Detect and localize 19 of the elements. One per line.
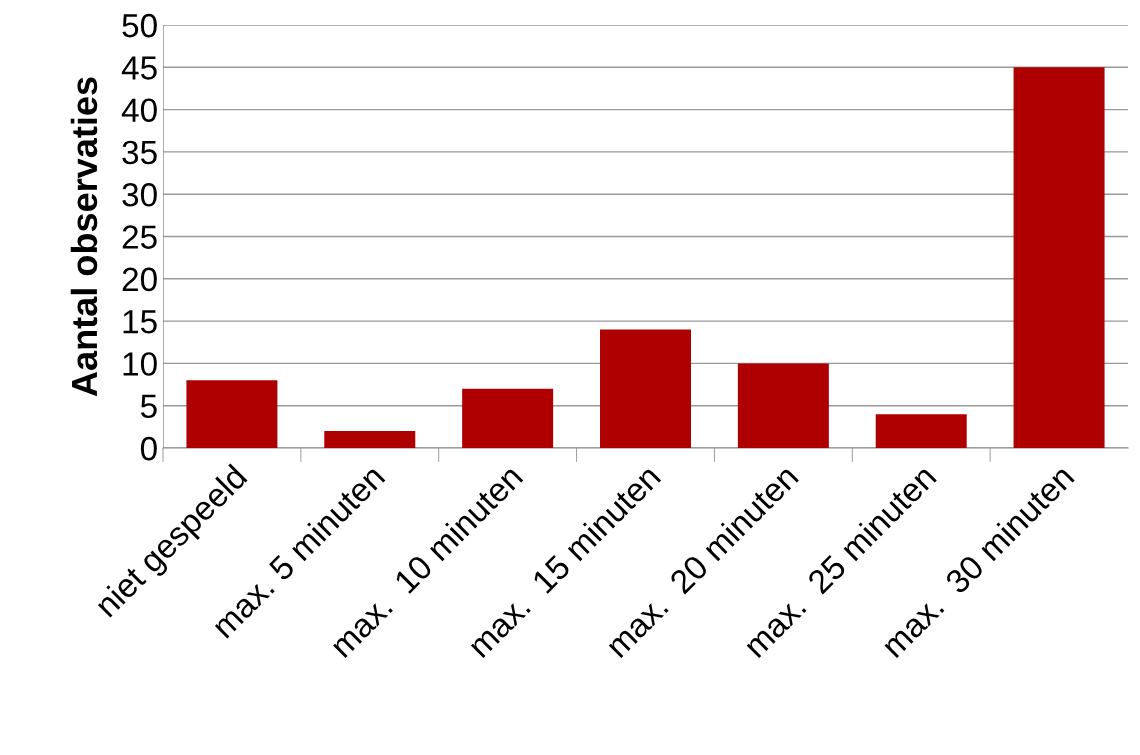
y-tick-label: 10 — [123, 352, 157, 376]
y-tick-label: 40 — [121, 98, 157, 123]
y-tick-label: 5 — [140, 394, 157, 419]
bar — [875, 414, 967, 448]
bar — [737, 363, 829, 448]
y-tick-label: 35 — [122, 140, 157, 165]
bar — [186, 380, 278, 448]
bar — [600, 329, 691, 448]
y-tick-label: 30 — [122, 183, 157, 207]
y-tick-label: 0 — [140, 436, 157, 461]
y-tick-label: 25 — [122, 225, 157, 249]
bar — [462, 388, 554, 448]
bar — [1013, 67, 1105, 448]
bar — [324, 431, 416, 448]
y-tick-label: 50 — [122, 13, 157, 38]
y-tick-label: 15 — [123, 310, 157, 334]
y-tick-label: 20 — [122, 267, 157, 292]
y-tick-label: 45 — [121, 56, 157, 80]
y-axis-title: Aantal observaties — [70, 77, 98, 397]
